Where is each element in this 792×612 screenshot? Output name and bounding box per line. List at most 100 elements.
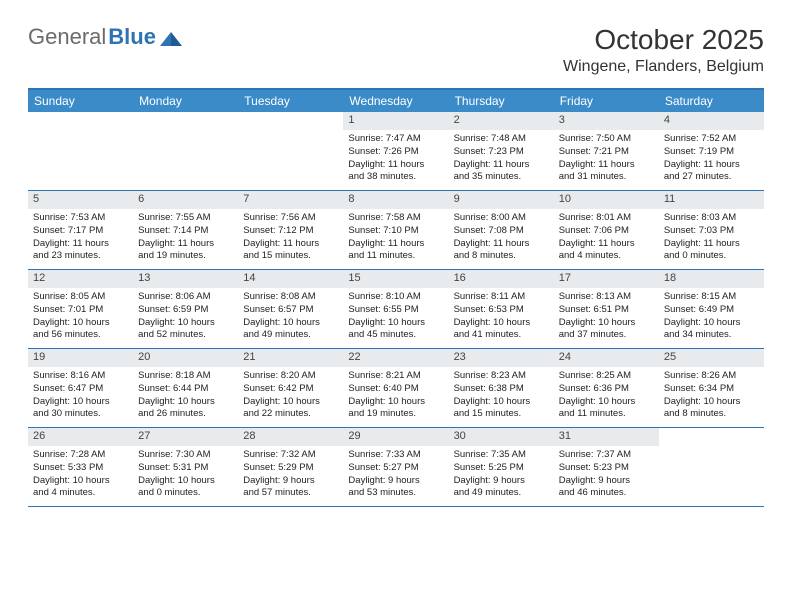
day-body: Sunrise: 8:01 AMSunset: 7:06 PMDaylight:… <box>554 209 659 268</box>
day-number: 18 <box>659 270 764 288</box>
daylight-text-1: Daylight: 10 hours <box>138 317 233 329</box>
sunrise-text: Sunrise: 7:53 AM <box>33 212 128 224</box>
daylight-text-2: and 35 minutes. <box>454 171 549 183</box>
week-row: 5Sunrise: 7:53 AMSunset: 7:17 PMDaylight… <box>28 191 764 270</box>
day-number: 9 <box>449 191 554 209</box>
sunrise-text: Sunrise: 8:25 AM <box>559 370 654 382</box>
day-body: Sunrise: 7:33 AMSunset: 5:27 PMDaylight:… <box>343 446 448 505</box>
sunset-text: Sunset: 6:51 PM <box>559 304 654 316</box>
sunrise-text: Sunrise: 7:56 AM <box>243 212 338 224</box>
day-cell-empty <box>133 112 238 190</box>
daylight-text-2: and 38 minutes. <box>348 171 443 183</box>
sunrise-text: Sunrise: 8:23 AM <box>454 370 549 382</box>
sunrise-text: Sunrise: 8:11 AM <box>454 291 549 303</box>
sunrise-text: Sunrise: 8:06 AM <box>138 291 233 303</box>
daylight-text-2: and 56 minutes. <box>33 329 128 341</box>
sunset-text: Sunset: 6:34 PM <box>664 383 759 395</box>
day-cell: 5Sunrise: 7:53 AMSunset: 7:17 PMDaylight… <box>28 191 133 269</box>
sunrise-text: Sunrise: 7:33 AM <box>348 449 443 461</box>
daylight-text-2: and 27 minutes. <box>664 171 759 183</box>
sunset-text: Sunset: 7:19 PM <box>664 146 759 158</box>
daylight-text-1: Daylight: 10 hours <box>559 396 654 408</box>
day-number <box>238 112 343 130</box>
day-body: Sunrise: 8:13 AMSunset: 6:51 PMDaylight:… <box>554 288 659 347</box>
day-number: 25 <box>659 349 764 367</box>
day-number: 29 <box>343 428 448 446</box>
sunset-text: Sunset: 6:59 PM <box>138 304 233 316</box>
day-body: Sunrise: 7:28 AMSunset: 5:33 PMDaylight:… <box>28 446 133 505</box>
daylight-text-1: Daylight: 9 hours <box>348 475 443 487</box>
daylight-text-1: Daylight: 10 hours <box>664 396 759 408</box>
sunrise-text: Sunrise: 8:18 AM <box>138 370 233 382</box>
sunset-text: Sunset: 7:12 PM <box>243 225 338 237</box>
day-body: Sunrise: 7:55 AMSunset: 7:14 PMDaylight:… <box>133 209 238 268</box>
daylight-text-2: and 0 minutes. <box>664 250 759 262</box>
sunrise-text: Sunrise: 8:08 AM <box>243 291 338 303</box>
day-body: Sunrise: 7:50 AMSunset: 7:21 PMDaylight:… <box>554 130 659 189</box>
sunset-text: Sunset: 6:38 PM <box>454 383 549 395</box>
sunset-text: Sunset: 6:55 PM <box>348 304 443 316</box>
day-body: Sunrise: 7:47 AMSunset: 7:26 PMDaylight:… <box>343 130 448 189</box>
day-number: 11 <box>659 191 764 209</box>
day-body: Sunrise: 8:25 AMSunset: 6:36 PMDaylight:… <box>554 367 659 426</box>
sunset-text: Sunset: 5:29 PM <box>243 462 338 474</box>
sunset-text: Sunset: 5:25 PM <box>454 462 549 474</box>
daylight-text-1: Daylight: 10 hours <box>33 317 128 329</box>
day-number: 12 <box>28 270 133 288</box>
day-cell-empty <box>238 112 343 190</box>
sunrise-text: Sunrise: 7:35 AM <box>454 449 549 461</box>
daylight-text-2: and 31 minutes. <box>559 171 654 183</box>
sunset-text: Sunset: 7:03 PM <box>664 225 759 237</box>
day-cell: 30Sunrise: 7:35 AMSunset: 5:25 PMDayligh… <box>449 428 554 506</box>
sunset-text: Sunset: 7:10 PM <box>348 225 443 237</box>
daylight-text-1: Daylight: 11 hours <box>664 159 759 171</box>
day-cell: 28Sunrise: 7:32 AMSunset: 5:29 PMDayligh… <box>238 428 343 506</box>
day-number: 13 <box>133 270 238 288</box>
daylight-text-1: Daylight: 10 hours <box>454 396 549 408</box>
day-body: Sunrise: 8:06 AMSunset: 6:59 PMDaylight:… <box>133 288 238 347</box>
daylight-text-1: Daylight: 11 hours <box>454 238 549 250</box>
sunrise-text: Sunrise: 7:48 AM <box>454 133 549 145</box>
sunset-text: Sunset: 7:23 PM <box>454 146 549 158</box>
day-body: Sunrise: 7:53 AMSunset: 7:17 PMDaylight:… <box>28 209 133 268</box>
title-block: October 2025 Wingene, Flanders, Belgium <box>563 24 764 76</box>
day-cell: 9Sunrise: 8:00 AMSunset: 7:08 PMDaylight… <box>449 191 554 269</box>
sunrise-text: Sunrise: 7:50 AM <box>559 133 654 145</box>
daylight-text-2: and 49 minutes. <box>243 329 338 341</box>
day-cell: 16Sunrise: 8:11 AMSunset: 6:53 PMDayligh… <box>449 270 554 348</box>
daylight-text-1: Daylight: 11 hours <box>348 238 443 250</box>
daylight-text-2: and 57 minutes. <box>243 487 338 499</box>
brand-part2: Blue <box>108 24 156 50</box>
weekday-friday: Friday <box>554 90 659 112</box>
sunrise-text: Sunrise: 8:20 AM <box>243 370 338 382</box>
day-number: 15 <box>343 270 448 288</box>
day-body: Sunrise: 8:11 AMSunset: 6:53 PMDaylight:… <box>449 288 554 347</box>
day-cell: 2Sunrise: 7:48 AMSunset: 7:23 PMDaylight… <box>449 112 554 190</box>
day-body: Sunrise: 8:18 AMSunset: 6:44 PMDaylight:… <box>133 367 238 426</box>
sunset-text: Sunset: 6:40 PM <box>348 383 443 395</box>
day-cell: 26Sunrise: 7:28 AMSunset: 5:33 PMDayligh… <box>28 428 133 506</box>
sunrise-text: Sunrise: 8:26 AM <box>664 370 759 382</box>
weekday-tuesday: Tuesday <box>238 90 343 112</box>
daylight-text-1: Daylight: 9 hours <box>559 475 654 487</box>
day-body: Sunrise: 8:20 AMSunset: 6:42 PMDaylight:… <box>238 367 343 426</box>
day-number: 4 <box>659 112 764 130</box>
day-body: Sunrise: 8:10 AMSunset: 6:55 PMDaylight:… <box>343 288 448 347</box>
daylight-text-1: Daylight: 10 hours <box>138 396 233 408</box>
sunset-text: Sunset: 7:01 PM <box>33 304 128 316</box>
daylight-text-1: Daylight: 10 hours <box>664 317 759 329</box>
sunrise-text: Sunrise: 8:00 AM <box>454 212 549 224</box>
day-cell: 7Sunrise: 7:56 AMSunset: 7:12 PMDaylight… <box>238 191 343 269</box>
daylight-text-2: and 4 minutes. <box>33 487 128 499</box>
daylight-text-2: and 52 minutes. <box>138 329 233 341</box>
daylight-text-1: Daylight: 10 hours <box>33 396 128 408</box>
day-cell: 29Sunrise: 7:33 AMSunset: 5:27 PMDayligh… <box>343 428 448 506</box>
sunset-text: Sunset: 7:26 PM <box>348 146 443 158</box>
brand-part1: General <box>28 24 106 50</box>
day-number: 27 <box>133 428 238 446</box>
sunset-text: Sunset: 5:33 PM <box>33 462 128 474</box>
daylight-text-1: Daylight: 11 hours <box>559 159 654 171</box>
day-cell: 20Sunrise: 8:18 AMSunset: 6:44 PMDayligh… <box>133 349 238 427</box>
day-number: 5 <box>28 191 133 209</box>
daylight-text-1: Daylight: 10 hours <box>243 396 338 408</box>
